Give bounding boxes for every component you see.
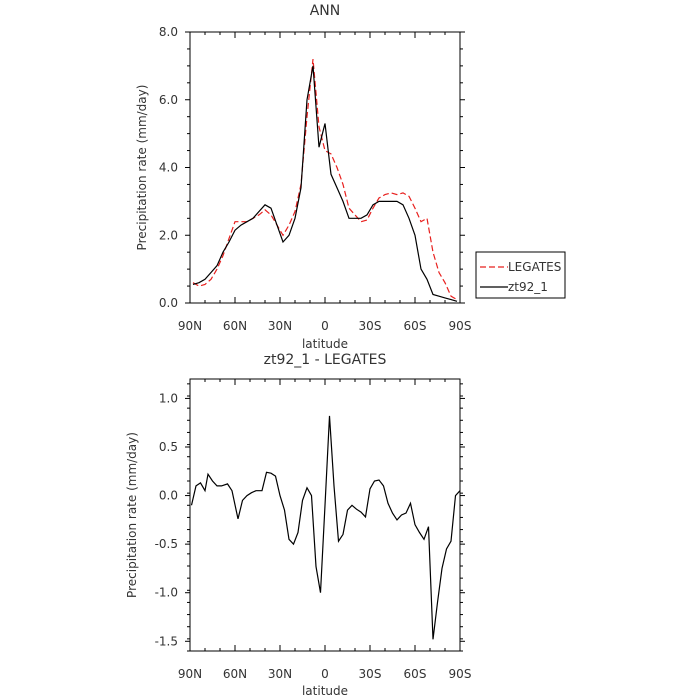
top-chart-ylabel: Precipitation rate (mm/day) <box>135 85 149 251</box>
bottom-chart-title: zt92_1 - LEGATES <box>264 352 387 368</box>
x-tick-label: 60N <box>223 319 247 333</box>
bottom-chart-ticks <box>185 379 465 652</box>
y-tick-label: 0.0 <box>159 489 178 503</box>
x-tick-label: 90N <box>178 667 202 681</box>
y-tick-label: -1.5 <box>155 634 178 648</box>
x-tick-label: 30N <box>268 667 292 681</box>
series-line-legates <box>192 59 458 301</box>
x-tick-label: 30S <box>359 667 382 681</box>
x-tick-label: 0 <box>321 667 329 681</box>
y-tick-label: 4.0 <box>159 161 178 175</box>
bottom-chart-ylabel: Precipitation rate (mm/day) <box>125 432 139 598</box>
y-tick-label: 6.0 <box>159 93 178 107</box>
y-tick-label: 0.5 <box>159 440 178 454</box>
x-tick-label: 60S <box>404 667 427 681</box>
x-tick-label: 90S <box>449 667 472 681</box>
top-chart-tick-labels: 90N 60N 30N 0 30S 60S 90S 0.0 2.0 4.0 6.0 8.0 <box>159 25 472 333</box>
y-tick-label: 0.0 <box>159 296 178 310</box>
top-chart-title: ANN <box>310 3 341 19</box>
x-tick-label: 90N <box>178 319 202 333</box>
x-tick-label: 90S <box>449 319 472 333</box>
legend-label-legates: LEGATES <box>508 260 561 274</box>
legend-box <box>475 251 566 299</box>
bottom-chart-series <box>190 415 461 640</box>
bottom-chart-tick-labels: 90N 60N 30N 0 30S 60S 90S -1.5 -1.0 -0.5 0.0 0.5 1.0 <box>155 391 472 681</box>
top-chart-series <box>192 59 458 302</box>
y-tick-label: -1.0 <box>155 586 178 600</box>
bottom-chart-xlabel: latitude <box>302 684 348 698</box>
y-tick-label: -0.5 <box>155 537 178 551</box>
top-chart-ticks <box>185 31 465 304</box>
x-tick-label: 0 <box>321 319 329 333</box>
legend-label-zt92: zt92_1 <box>508 280 548 294</box>
x-tick-label: 60N <box>223 667 247 681</box>
x-tick-label: 30N <box>268 319 292 333</box>
y-tick-label: 1.0 <box>159 391 178 405</box>
x-tick-label: 60S <box>404 319 427 333</box>
bottom-chart: zt92_1 - LEGATES 90N 60N 30N 0 30S 60S 90S -1.5… <box>125 352 471 698</box>
top-chart-legend: LEGATES zt92_1 <box>475 251 566 299</box>
top-chart: ANN 90N 60N 30N 0 30S 60S 90S 0.0 2.0 4.0 6.0 8.0 l… <box>135 3 566 351</box>
series-line-difference <box>190 415 461 640</box>
top-chart-xlabel: latitude <box>302 337 348 351</box>
series-line-zt92-1 <box>192 65 458 302</box>
y-tick-label: 2.0 <box>159 228 178 242</box>
x-tick-label: 30S <box>359 319 382 333</box>
y-tick-label: 8.0 <box>159 25 178 39</box>
